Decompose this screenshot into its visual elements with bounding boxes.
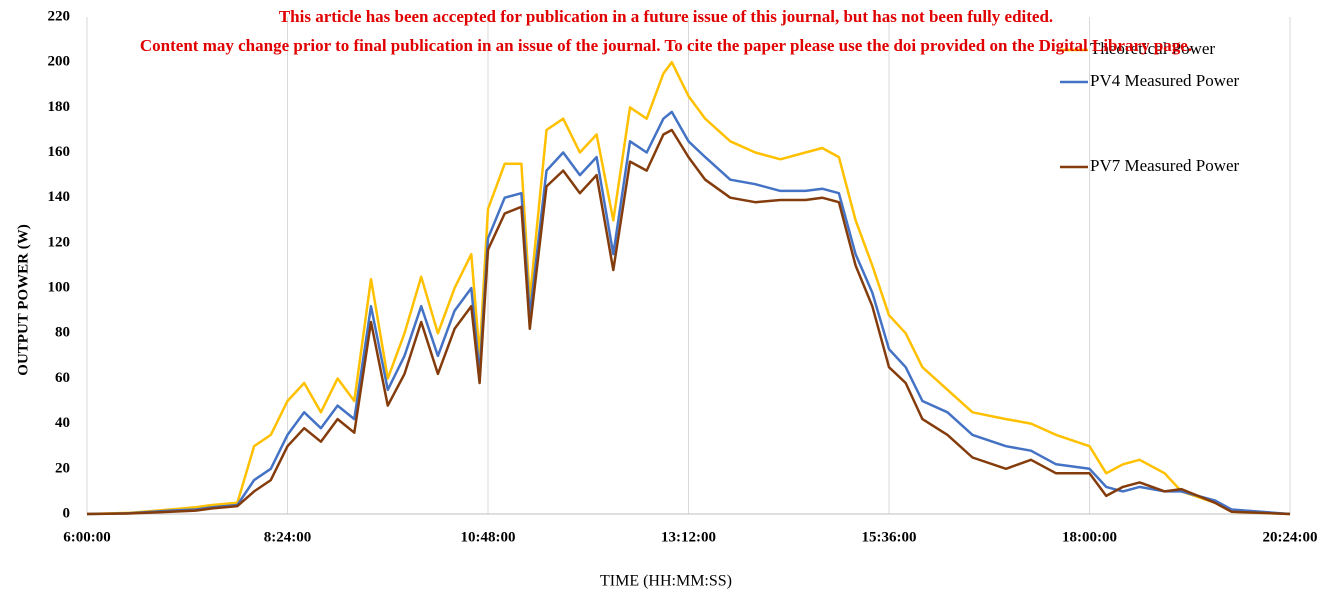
y-tick-label: 120	[48, 234, 71, 250]
notice: Content may change prior to final public…	[140, 36, 1192, 55]
y-tick-label: 160	[48, 144, 71, 160]
y-tick-label: 220	[48, 8, 71, 24]
y-tick-label: 60	[55, 370, 70, 386]
y-tick-label: 180	[48, 99, 71, 115]
x-tick-label: 18:00:00	[1062, 529, 1117, 545]
legend-label: PV7 Measured Power	[1090, 156, 1240, 175]
series-line	[86, 128, 1291, 516]
x-axis-label: TIME (HH:MM:SS)	[600, 573, 732, 590]
series-line	[86, 60, 1291, 516]
notice: This article has been accepted for publi…	[279, 7, 1053, 26]
y-tick-label: 20	[55, 460, 70, 476]
y-tick-label: 200	[48, 54, 71, 70]
x-tick-label: 15:36:00	[862, 529, 917, 545]
y-tick-label: 80	[55, 325, 70, 341]
y-tick-label: 0	[63, 505, 71, 521]
y-axis-label: OUTPUT POWER (W)	[15, 224, 31, 375]
x-tick-label: 10:48:00	[461, 529, 516, 545]
x-tick-label: 20:24:00	[1263, 529, 1318, 545]
x-tick-label: 13:12:00	[661, 529, 716, 545]
series-line	[86, 110, 1291, 516]
y-tick-label: 40	[55, 415, 70, 431]
y-tick-label: 140	[48, 189, 71, 205]
x-tick-label: 6:00:00	[63, 529, 111, 545]
x-tick-label: 8:24:00	[264, 529, 312, 545]
y-tick-label: 100	[48, 280, 71, 296]
legend-label: Theoretical Power	[1090, 39, 1215, 58]
legend-label: PV4 Measured Power	[1090, 71, 1240, 90]
